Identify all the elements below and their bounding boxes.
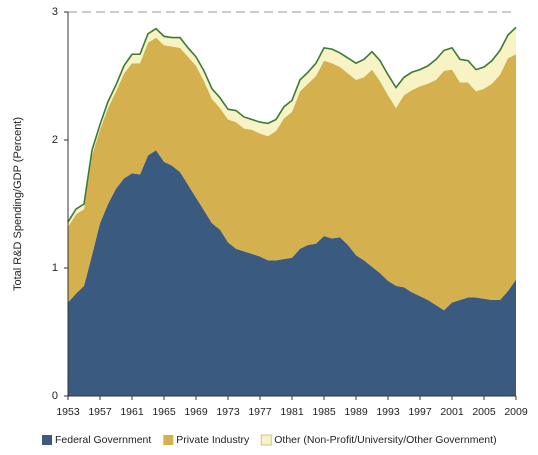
legend-label: Private Industry [176,434,250,446]
x-tick-label: 2005 [472,406,496,418]
legend-swatch [42,435,52,445]
x-tick-label: 1953 [56,406,80,418]
x-tick-label: 1973 [216,406,240,418]
legend-label: Other (Non-Profit/University/Other Gover… [274,434,496,446]
y-tick-label: 2 [52,134,58,146]
y-tick-label: 3 [52,6,58,18]
area [68,37,516,311]
y-tick-label: 1 [52,262,58,274]
total-outline [67,26,517,223]
x-tick-label: 1981 [280,406,304,418]
x-tick-label: 1997 [408,406,432,418]
x-tick-label: 1965 [152,406,176,418]
x-tick-label: 2001 [440,406,464,418]
x-tick-label: 1985 [312,406,336,418]
legend-swatch [163,435,174,445]
x-tick-label: 1957 [88,406,112,418]
x-tick-label: 1961 [120,406,144,418]
area [68,150,516,396]
y-axis-label: Total R&D Spending/GDP (Percent) [12,117,24,291]
y-tick-label: 0 [52,390,58,402]
x-tick-label: 1993 [376,406,400,418]
x-tick-label: 1969 [184,406,208,418]
x-tick-label: 1989 [344,406,368,418]
legend-swatch [260,434,272,446]
legend-label: Federal Government [55,434,151,446]
x-tick-label: 2009 [504,406,528,418]
plot-area [67,26,517,396]
x-tick-label: 1977 [248,406,272,418]
